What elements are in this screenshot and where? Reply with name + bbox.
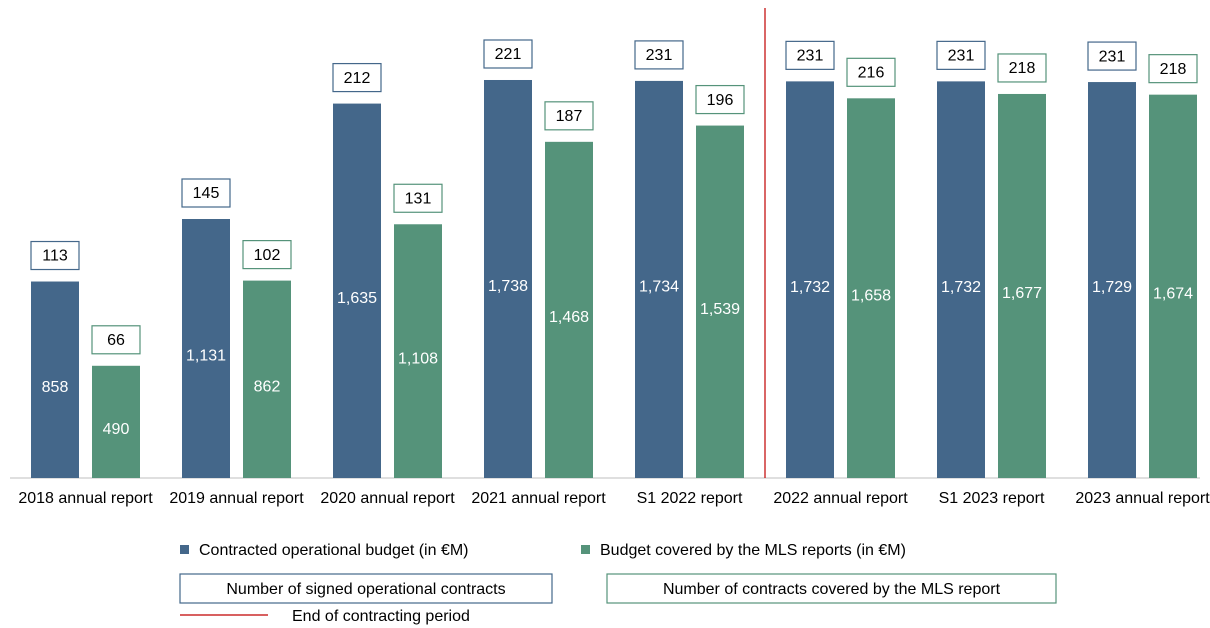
legend-label: Contracted operational budget (in €M) [199, 542, 469, 559]
count-label: 231 [797, 48, 824, 65]
count-box [393, 183, 443, 213]
bar [847, 98, 895, 479]
count-box [936, 40, 986, 70]
count-box [30, 240, 80, 271]
x-tick-label: 2023 annual report [1075, 490, 1210, 507]
x-tick-label: 2022 annual report [773, 490, 908, 507]
bar [243, 280, 291, 478]
legend-label: Budget covered by the MLS reports (in €M… [600, 542, 906, 559]
count-label: 221 [495, 46, 522, 63]
value-label: 862 [254, 379, 281, 396]
value-label: 858 [42, 379, 69, 396]
value-label: 1,108 [398, 350, 438, 367]
count-label: 231 [948, 48, 975, 65]
count-box [91, 325, 141, 355]
x-tick-label: 2019 annual report [169, 490, 304, 507]
legend-box [179, 573, 553, 604]
legend-box-label: Number of signed operational contracts [226, 581, 505, 598]
count-label: 231 [646, 47, 673, 64]
count-label: 66 [107, 332, 125, 349]
count-label: 218 [1160, 61, 1187, 78]
count-box [695, 84, 745, 115]
count-label: 218 [1009, 60, 1036, 77]
x-tick-label: S1 2023 report [938, 490, 1045, 507]
legend-box [606, 573, 1057, 604]
bar [333, 103, 381, 479]
count-label: 131 [405, 190, 432, 207]
value-label: 490 [103, 421, 130, 438]
count-label: 145 [193, 185, 220, 202]
annotation-label: End of contracting period [292, 608, 470, 625]
legend-swatch [581, 545, 590, 554]
count-box [332, 62, 382, 93]
value-label: 1,635 [337, 290, 377, 307]
count-box [483, 39, 533, 69]
count-label: 231 [1099, 48, 1126, 65]
value-label: 1,732 [941, 279, 981, 296]
bar [696, 125, 744, 478]
x-tick-label: S1 2022 report [636, 490, 743, 507]
value-label: 1,674 [1153, 286, 1193, 303]
bar [998, 93, 1046, 478]
bar [545, 141, 593, 478]
value-label: 1,658 [851, 287, 891, 304]
bar [92, 365, 140, 478]
bar [635, 80, 683, 478]
value-label: 1,738 [488, 278, 528, 295]
bar [786, 81, 834, 478]
count-box [846, 57, 896, 87]
count-box [785, 40, 835, 70]
count-label: 113 [42, 248, 68, 265]
count-label: 102 [254, 247, 281, 264]
bar [394, 224, 442, 478]
count-box [181, 178, 231, 208]
bar [1149, 94, 1197, 479]
count-box [544, 101, 594, 131]
bar [484, 79, 532, 479]
value-label: 1,734 [639, 279, 679, 296]
value-label: 1,729 [1092, 279, 1132, 296]
count-box [1148, 54, 1198, 84]
x-tick-label: 2020 annual report [320, 490, 455, 507]
bar [937, 81, 985, 478]
value-label: 1,131 [186, 348, 226, 365]
count-label: 187 [556, 108, 583, 125]
x-tick-label: 2018 annual report [18, 490, 153, 507]
count-box [242, 240, 292, 270]
value-label: 1,677 [1002, 285, 1042, 302]
value-label: 1,539 [700, 301, 740, 318]
count-box [997, 53, 1047, 83]
bar [1088, 82, 1136, 479]
value-label: 1,468 [549, 309, 589, 326]
bar [182, 219, 230, 478]
count-label: 212 [344, 70, 371, 87]
count-box [634, 40, 684, 70]
count-label: 216 [858, 65, 885, 82]
count-box [1087, 41, 1137, 71]
value-label: 1,732 [790, 279, 830, 296]
legend-box-label: Number of contracts covered by the MLS r… [663, 581, 1001, 598]
count-label: 196 [707, 92, 734, 109]
legend-swatch [180, 545, 189, 554]
bar [31, 281, 79, 478]
x-tick-label: 2021 annual report [471, 490, 606, 507]
